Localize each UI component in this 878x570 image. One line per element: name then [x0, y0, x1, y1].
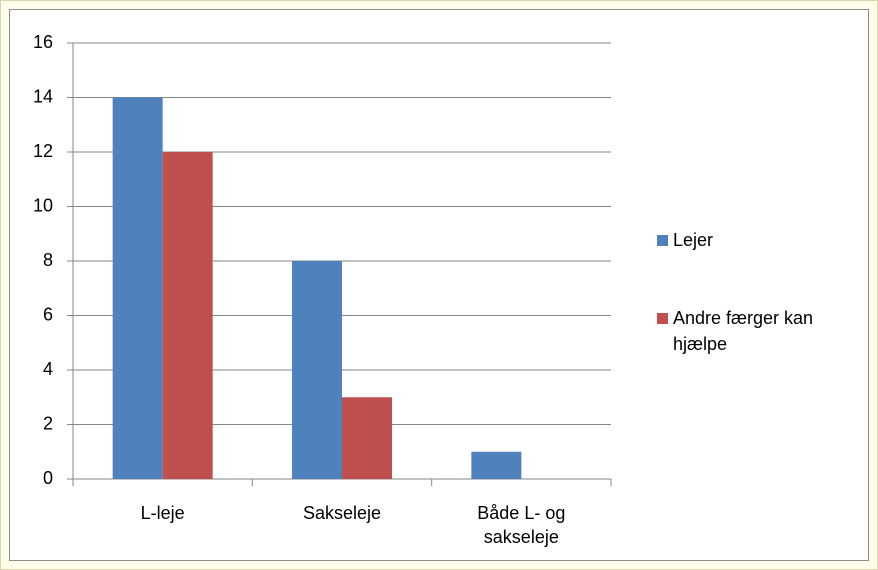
bar: [112, 97, 163, 479]
bar: [162, 152, 213, 479]
bar: [471, 451, 522, 479]
legend-swatch: [657, 235, 668, 246]
x-tick-label: Både L- og sakseleje: [477, 503, 566, 547]
bar: [342, 397, 392, 479]
legend-label: Andre færger kan hjælpe: [673, 308, 814, 354]
bar: [292, 261, 342, 479]
x-tick-label: Sakseleje: [302, 503, 382, 523]
legend-label: Lejer: [673, 230, 714, 250]
y-tick-label: 14: [33, 86, 53, 106]
y-tick-label: 16: [33, 32, 53, 52]
y-tick-label: 10: [33, 195, 53, 215]
y-tick-label: 4: [43, 359, 53, 379]
legend-swatch: [657, 313, 668, 324]
y-tick-label: 0: [43, 468, 53, 488]
y-tick-label: 2: [43, 413, 53, 433]
x-tick-label: L-leje: [140, 503, 185, 523]
y-tick-label: 6: [43, 304, 53, 324]
y-tick-label: 8: [43, 250, 53, 270]
y-tick-label: 12: [33, 141, 53, 161]
